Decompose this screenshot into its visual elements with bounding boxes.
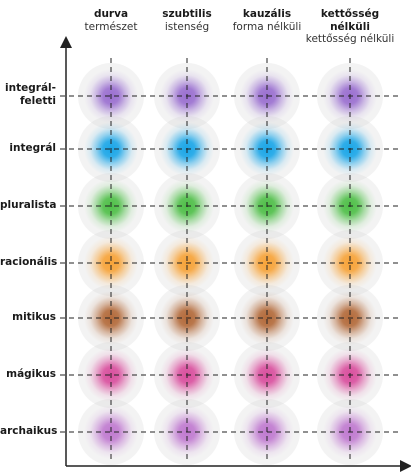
column-title: durva — [93, 8, 129, 20]
row-label-racionalis: racionális — [0, 256, 58, 268]
column-title: kettősség nélküli — [320, 8, 380, 33]
column-header-kauzalis: kauzális forma nélküli — [217, 8, 317, 33]
column-header-kettosseg-nelkuli: kettősség nélküli kettősség nélküli — [300, 8, 400, 46]
column-header-szubtilis: szubtilis istenség — [137, 8, 237, 33]
column-title: szubtilis — [162, 8, 212, 20]
column-header-durva: durva természet — [61, 8, 161, 33]
row-label-mitikus: mitikus — [12, 311, 56, 323]
column-subtitle: forma nélküli — [232, 20, 302, 33]
grid-dashed-lines — [60, 58, 400, 462]
row-label-archaikus: archaikus — [0, 425, 58, 437]
blob-racionalis-durva — [84, 236, 138, 290]
column-title: kauzális — [242, 8, 292, 20]
column-subtitle: kettősség nélküli — [305, 33, 395, 46]
row-label-integral: integrál — [9, 142, 56, 154]
column-subtitle: istenség — [164, 20, 210, 33]
row-label-magikus: mágikus — [6, 368, 56, 380]
column-subtitle: természet — [84, 20, 138, 33]
state-stage-blobs — [78, 63, 383, 465]
row-label-integral-feletti: integrál- feletti — [5, 82, 56, 108]
row-label-pluralista: pluralista — [0, 199, 57, 211]
blob-mitikus-durva — [84, 291, 138, 345]
